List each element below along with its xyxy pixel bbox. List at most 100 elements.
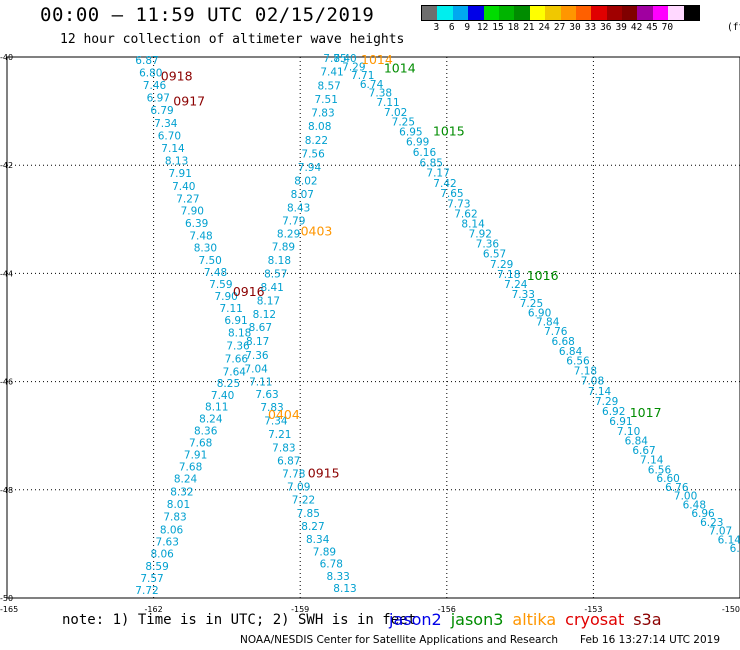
wave-height-value: 7.91 <box>184 450 207 462</box>
latitude-tick-label: -44 <box>0 269 13 278</box>
wave-height-value: 7.25 <box>392 117 415 129</box>
wave-height-value: 7.83 <box>311 108 334 120</box>
footer-note: note: 1) Time is in UTC; 2) SWH is in fe… <box>62 612 417 628</box>
wave-height-value: 7.64 <box>223 366 247 378</box>
wave-height-value: 8.06 <box>150 549 174 561</box>
pass-time-label: 1014 <box>384 61 416 76</box>
color-swatch-5 <box>498 6 515 20</box>
wave-height-value: 8.59 <box>145 561 168 573</box>
wave-height-value: 7.25 <box>520 298 543 310</box>
wave-height-value: 7.92 <box>469 229 492 241</box>
wave-height-value: 7.89 <box>313 546 336 558</box>
wave-height-value: 7.40 <box>172 181 195 193</box>
color-scale-tick: 18 <box>507 22 520 33</box>
wave-height-value: 8.30 <box>194 243 217 255</box>
color-swatch-13 <box>622 6 638 20</box>
wave-height-value: 7.83 <box>260 402 283 414</box>
wave-height-value: 6.79 <box>150 105 173 117</box>
pass-time-label: 1017 <box>630 405 662 420</box>
wave-height-value: 7.85 <box>297 508 320 520</box>
wave-height-value: 7.85 <box>323 53 346 65</box>
wave-height-value: 6.60 <box>656 473 679 485</box>
color-scale-tick: 15 <box>492 22 504 33</box>
pass-time-label: 1015 <box>433 123 465 138</box>
wave-height-value: 7.68 <box>179 462 202 474</box>
wave-height-value: 7.27 <box>176 193 199 205</box>
wave-height-value: 8.08 <box>308 121 331 133</box>
wave-height-value: 7.48 <box>204 267 227 279</box>
satellite-altika: altika <box>512 610 557 629</box>
wave-height-value: 7.89 <box>272 242 295 254</box>
wave-height-value: 7.29 <box>342 62 365 74</box>
wave-height-value: 8.06 <box>160 524 184 536</box>
wave-height-value: 8.14 <box>461 218 485 230</box>
wave-height-value: 7.71 <box>351 70 374 82</box>
wave-height-value: 8.17 <box>246 336 269 348</box>
wave-height-value: 7.83 <box>272 442 295 454</box>
color-scale-tick: 9 <box>464 22 471 33</box>
wave-height-value: 7.62 <box>454 208 477 220</box>
wave-height-value: 6.23 <box>700 517 723 529</box>
satellite-jason3: jason3 <box>450 610 504 629</box>
wave-height-value: 7.09 <box>287 482 310 494</box>
wave-height-value: 7.14 <box>588 386 612 398</box>
wave-height-value: 8.33 <box>326 571 349 583</box>
credit-text: NOAA/NESDIS Center for Satellite Applica… <box>240 634 558 646</box>
wave-height-value: 6.78 <box>320 559 343 571</box>
wave-height-value: 7.34 <box>264 416 288 428</box>
wave-height-value: 7.08 <box>581 376 604 388</box>
color-scale-tick: 70 <box>661 22 674 33</box>
pass-time-label: 0918 <box>161 69 193 84</box>
wave-height-value: 8.13 <box>333 583 356 595</box>
wave-height-value: 8.29 <box>277 229 300 241</box>
wave-height-value: 7.36 <box>476 239 500 251</box>
wave-height-value: 7.56 <box>301 148 325 160</box>
color-scale-tick: 30 <box>569 22 581 33</box>
color-swatch-7 <box>529 6 546 20</box>
wave-height-value: 7.33 <box>512 289 535 301</box>
wave-height-value: 6.87 <box>277 455 300 467</box>
wave-height-value: 7.24 <box>504 279 528 291</box>
wave-height-value: 8.57 <box>264 268 287 280</box>
pass-time-label: 0404 <box>268 407 300 422</box>
satellite-s3a: s3a <box>633 610 662 629</box>
wave-height-value: 7.57 <box>140 573 163 585</box>
wave-height-value: 8.67 <box>249 322 272 334</box>
wave-height-value: 8.25 <box>217 378 240 390</box>
wave-height-value: 7.94 <box>298 162 322 174</box>
wave-height-value: 8.11 <box>205 402 228 414</box>
pass-time-label: 0916 <box>233 284 265 299</box>
wave-height-value: 8.02 <box>294 175 317 187</box>
color-scale-tick: 24 <box>538 22 550 33</box>
pass-time-label: 1016 <box>527 268 559 283</box>
wave-height-value: 6.57 <box>483 249 506 261</box>
color-swatch-1 <box>437 6 453 20</box>
color-swatch-3 <box>468 6 484 20</box>
latitude-tick-label: -46 <box>0 378 13 387</box>
wave-height-value: 8.36 <box>194 425 218 437</box>
wave-height-value: 8.43 <box>287 202 310 214</box>
latitude-tick-label: -40 <box>0 53 13 62</box>
wave-height-value: 6.56 <box>648 464 672 476</box>
color-scale-tick: 21 <box>523 22 535 33</box>
latitude-tick-label: -50 <box>0 594 13 603</box>
wave-height-value: 7.18 <box>574 366 597 378</box>
wave-height-value: 7.14 <box>161 143 185 155</box>
wave-height-value: 7.17 <box>426 168 449 180</box>
wave-height-value: 6.70 <box>158 130 181 142</box>
longitude-tick-label: -153 <box>584 605 602 614</box>
wave-height-value: 6.96 <box>691 508 715 520</box>
wave-height-value: 7.66 <box>225 354 249 366</box>
wave-height-value: 8.17 <box>257 295 280 307</box>
color-swatch-17 <box>683 6 700 20</box>
color-swatch-4 <box>483 6 499 20</box>
wave-height-value: 7.65 <box>440 188 463 200</box>
longitude-tick-label: -159 <box>291 605 309 614</box>
wave-height-value: 7.10 <box>617 426 640 438</box>
wave-height-value: 7.68 <box>189 437 212 449</box>
color-swatch-2 <box>452 6 469 20</box>
wave-height-value: 6.67 <box>632 445 655 457</box>
